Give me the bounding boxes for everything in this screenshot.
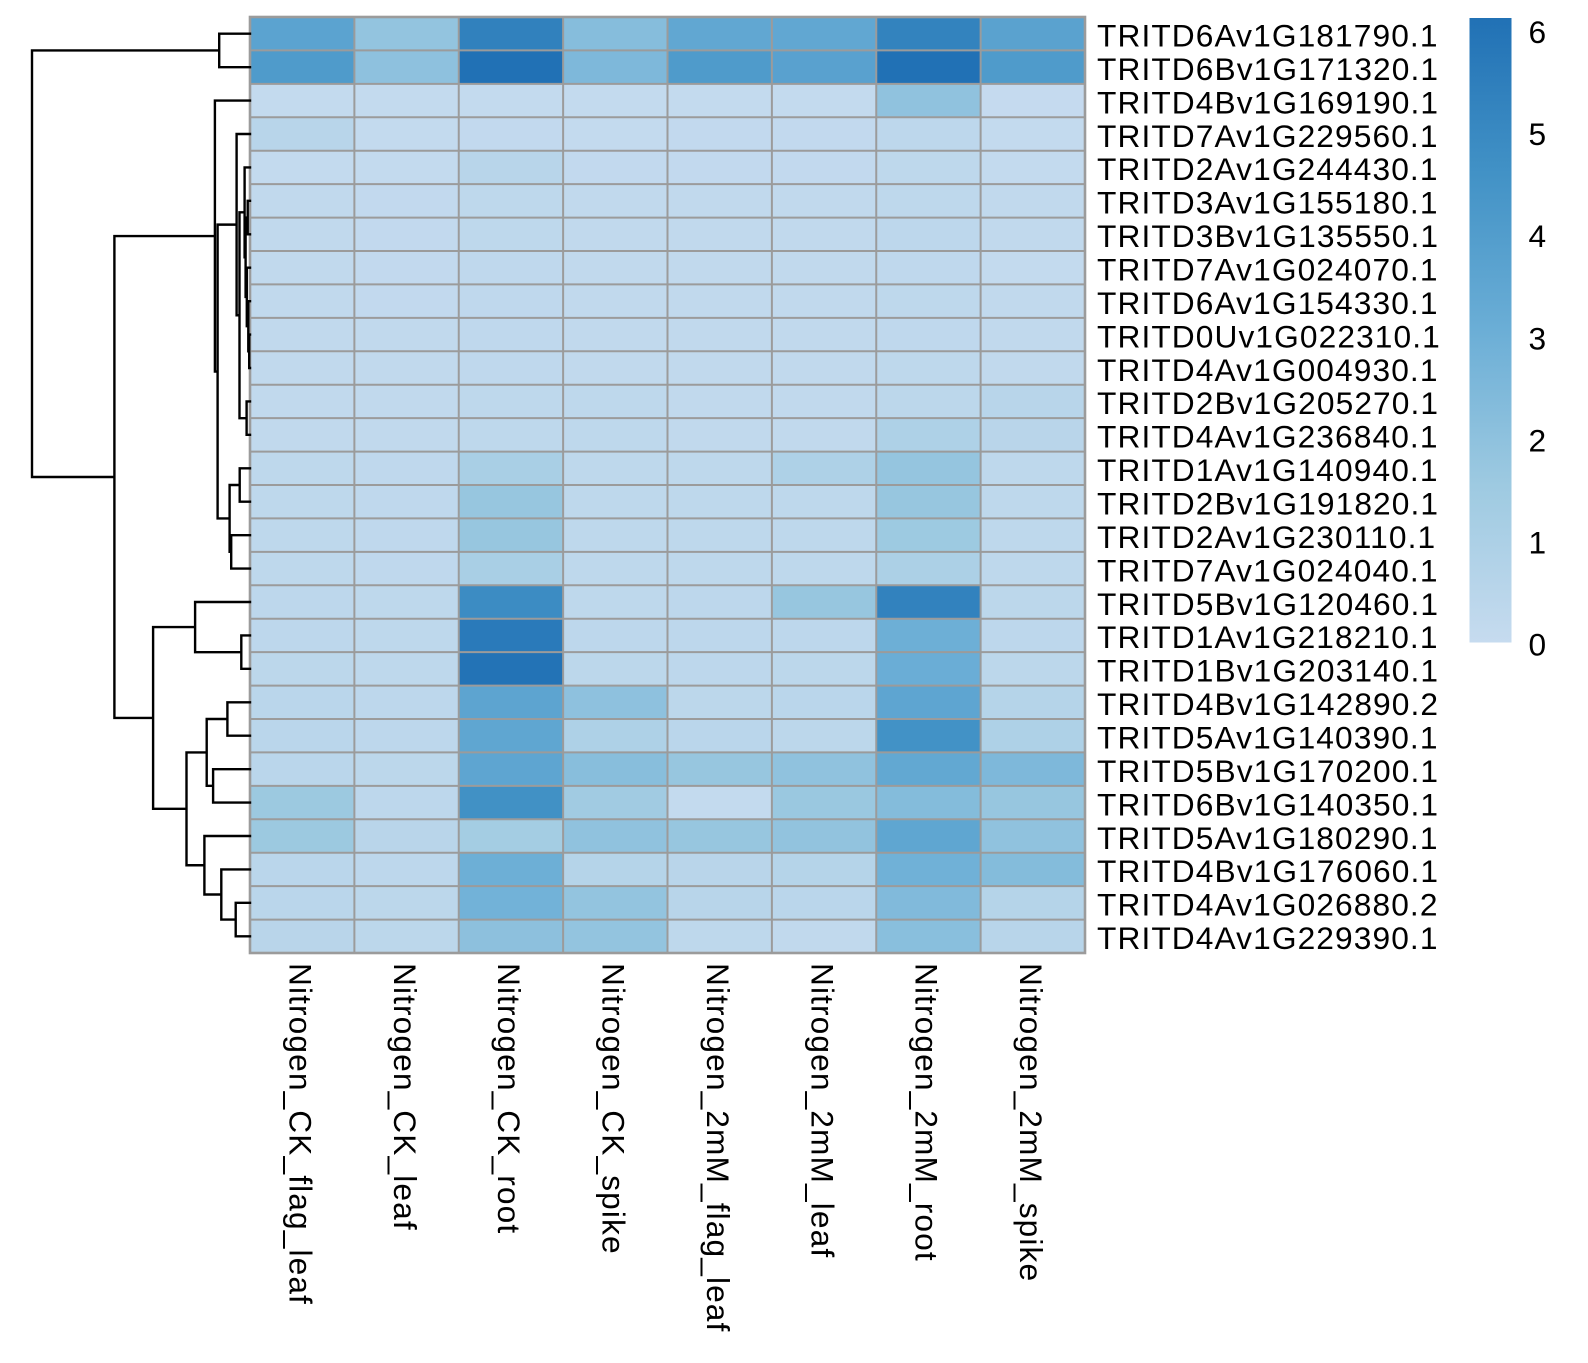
svg-text:Nitrogen_CK_leaf: Nitrogen_CK_leaf (387, 963, 423, 1231)
svg-text:TRITD4Av1G236840.1: TRITD4Av1G236840.1 (1097, 419, 1439, 455)
svg-text:TRITD4Bv1G169190.1: TRITD4Bv1G169190.1 (1097, 84, 1439, 120)
svg-text:3: 3 (1529, 320, 1547, 356)
svg-text:5: 5 (1529, 116, 1547, 152)
svg-text:TRITD2Av1G230110.1: TRITD2Av1G230110.1 (1097, 519, 1436, 555)
svg-text:TRITD3Bv1G135550.1: TRITD3Bv1G135550.1 (1097, 218, 1439, 254)
svg-text:Nitrogen_2mM_spike: Nitrogen_2mM_spike (1013, 963, 1049, 1282)
svg-text:TRITD5Bv1G120460.1: TRITD5Bv1G120460.1 (1097, 586, 1439, 622)
svg-text:TRITD5Av1G180290.1: TRITD5Av1G180290.1 (1097, 820, 1439, 856)
svg-text:TRITD4Bv1G142890.2: TRITD4Bv1G142890.2 (1097, 686, 1439, 722)
svg-text:Nitrogen_CK_root: Nitrogen_CK_root (491, 963, 527, 1234)
svg-text:TRITD5Av1G140390.1: TRITD5Av1G140390.1 (1097, 720, 1439, 756)
svg-text:TRITD7Av1G229560.1: TRITD7Av1G229560.1 (1097, 118, 1439, 154)
svg-text:TRITD7Av1G024070.1: TRITD7Av1G024070.1 (1097, 252, 1439, 288)
svg-text:TRITD4Bv1G176060.1: TRITD4Bv1G176060.1 (1097, 853, 1439, 889)
svg-text:TRITD1Av1G140940.1: TRITD1Av1G140940.1 (1097, 452, 1439, 488)
svg-text:TRITD5Bv1G170200.1: TRITD5Bv1G170200.1 (1097, 753, 1439, 789)
svg-text:1: 1 (1529, 525, 1547, 561)
svg-text:TRITD2Av1G244430.1: TRITD2Av1G244430.1 (1097, 151, 1439, 187)
svg-text:TRITD2Bv1G191820.1: TRITD2Bv1G191820.1 (1097, 486, 1439, 522)
svg-text:0: 0 (1529, 627, 1547, 663)
svg-text:6: 6 (1529, 14, 1547, 50)
svg-text:Nitrogen_2mM_leaf: Nitrogen_2mM_leaf (804, 963, 840, 1258)
svg-text:Nitrogen_CK_flag_leaf: Nitrogen_CK_flag_leaf (282, 963, 318, 1305)
svg-text:TRITD3Av1G155180.1: TRITD3Av1G155180.1 (1097, 185, 1439, 221)
svg-text:TRITD0Uv1G022310.1: TRITD0Uv1G022310.1 (1097, 318, 1441, 354)
svg-text:TRITD4Av1G229390.1: TRITD4Av1G229390.1 (1097, 920, 1439, 956)
svg-text:TRITD6Bv1G171320.1: TRITD6Bv1G171320.1 (1097, 51, 1439, 87)
svg-text:Nitrogen_CK_spike: Nitrogen_CK_spike (596, 963, 632, 1255)
svg-text:Nitrogen_2mM_flag_leaf: Nitrogen_2mM_flag_leaf (700, 963, 736, 1332)
svg-text:TRITD6Av1G181790.1: TRITD6Av1G181790.1 (1097, 18, 1439, 54)
svg-text:TRITD4Av1G026880.2: TRITD4Av1G026880.2 (1097, 887, 1439, 923)
svg-text:2: 2 (1529, 422, 1547, 458)
svg-text:TRITD1Av1G218210.1: TRITD1Av1G218210.1 (1097, 619, 1439, 655)
svg-text:4: 4 (1529, 218, 1547, 254)
svg-text:TRITD2Bv1G205270.1: TRITD2Bv1G205270.1 (1097, 385, 1439, 421)
svg-text:Nitrogen_2mM_root: Nitrogen_2mM_root (909, 963, 945, 1262)
svg-text:TRITD6Bv1G140350.1: TRITD6Bv1G140350.1 (1097, 786, 1439, 822)
svg-text:TRITD6Av1G154330.1: TRITD6Av1G154330.1 (1097, 285, 1439, 321)
svg-text:TRITD1Bv1G203140.1: TRITD1Bv1G203140.1 (1097, 653, 1439, 689)
svg-text:TRITD4Av1G004930.1: TRITD4Av1G004930.1 (1097, 352, 1439, 388)
svg-text:TRITD7Av1G024040.1: TRITD7Av1G024040.1 (1097, 552, 1439, 588)
